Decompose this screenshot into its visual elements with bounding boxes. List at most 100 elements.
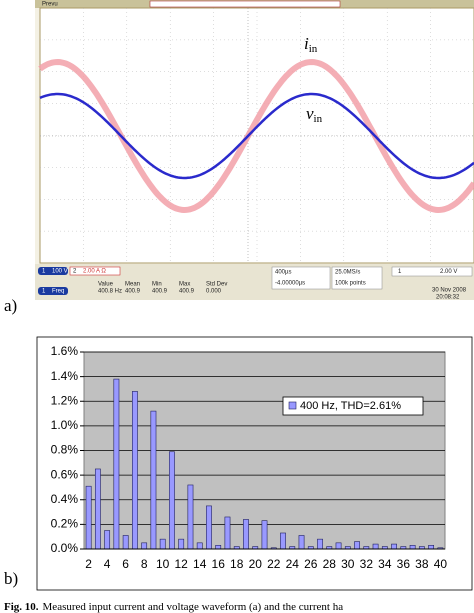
bar xyxy=(187,484,194,550)
legend-swatch xyxy=(288,401,297,410)
bar xyxy=(409,545,416,550)
x-tick-label: 20 xyxy=(249,557,263,571)
delay: -4.00000µs xyxy=(275,281,305,287)
y-tick-label: 0.0% xyxy=(51,541,79,555)
ch2-box xyxy=(69,266,121,276)
x-tick-label: 40 xyxy=(434,557,448,571)
caption: Fig. 10. Measured input current and volta… xyxy=(4,601,343,613)
x-tick-label: 36 xyxy=(397,557,411,571)
stat-value: 400.9 xyxy=(125,289,141,295)
bar xyxy=(122,535,129,550)
bar xyxy=(159,538,166,550)
ch1: 1 xyxy=(42,269,46,275)
bar xyxy=(428,545,435,550)
x-tick-label: 16 xyxy=(212,557,226,571)
voltage-trace xyxy=(39,92,474,180)
bar xyxy=(113,378,120,550)
x-tick-label: 14 xyxy=(193,557,207,571)
x-tick-label: 32 xyxy=(360,557,374,571)
bar xyxy=(215,545,222,550)
bar xyxy=(206,505,212,550)
y-tick-label: 0.2% xyxy=(51,517,79,531)
bar xyxy=(94,468,101,550)
timebase: 400µs xyxy=(275,270,291,276)
legend-label: 400 Hz, THD=2.61% xyxy=(300,400,401,412)
trig-level: 2.00 V xyxy=(440,269,457,275)
ch2: 2 xyxy=(73,269,77,275)
y-tick-label: 1.0% xyxy=(51,418,79,432)
meas-ch: 1 xyxy=(42,289,46,295)
x-tick-label: 22 xyxy=(267,557,281,571)
panel-label: a) xyxy=(4,296,17,315)
stat-name: Min xyxy=(152,282,162,288)
trig-ch: 1 xyxy=(398,269,402,275)
current-label: iin xyxy=(304,34,318,55)
x-tick-label: 30 xyxy=(341,557,355,571)
stat-value: 0.000 xyxy=(206,289,222,295)
x-tick-label: 24 xyxy=(286,557,300,571)
bar xyxy=(298,535,305,550)
stat-name: Mean xyxy=(125,282,140,288)
bar xyxy=(243,519,249,550)
stat-value: 400.8 Hz xyxy=(98,289,122,295)
time: 20:08:32 xyxy=(436,295,460,301)
rate: 25.0MS/s xyxy=(335,270,360,276)
y-tick-label: 1.2% xyxy=(51,393,79,407)
meas-box xyxy=(38,287,68,295)
voltage-label: vin xyxy=(306,104,323,125)
x-tick-label: 10 xyxy=(156,557,170,571)
record-bar xyxy=(149,0,341,8)
panel-label: b) xyxy=(4,569,18,588)
y-tick-label: 1.6% xyxy=(51,344,79,358)
x-tick-label: 2 xyxy=(85,557,92,571)
stat-value: 400.9 xyxy=(152,289,168,295)
meas-name: Freq xyxy=(52,289,64,295)
scope-mode: Prevu xyxy=(42,2,58,8)
x-tick-label: 28 xyxy=(323,557,337,571)
bar xyxy=(317,538,323,550)
y-tick-label: 0.8% xyxy=(51,443,79,457)
bar xyxy=(169,451,175,550)
scope-grid xyxy=(40,8,474,263)
rate-box xyxy=(331,266,383,290)
ch1-box xyxy=(38,267,68,275)
y-tick-label: 1.4% xyxy=(51,369,79,383)
bar xyxy=(85,485,92,550)
bar xyxy=(280,532,286,550)
points: 100k points xyxy=(335,281,366,287)
time-box xyxy=(271,266,331,290)
bar xyxy=(104,530,111,550)
ch2-scale: 2.00 A Ω xyxy=(83,269,106,275)
date: 30 Nov 2008 xyxy=(432,288,467,294)
x-tick-label: 4 xyxy=(104,557,111,571)
x-tick-label: 26 xyxy=(304,557,318,571)
y-tick-label: 0.4% xyxy=(51,492,79,506)
ch1-scale: 100 V xyxy=(52,269,68,275)
stat-value: 400.9 xyxy=(179,289,195,295)
bar xyxy=(391,543,397,550)
bar xyxy=(178,538,185,550)
x-tick-label: 38 xyxy=(415,557,429,571)
trig-box xyxy=(391,266,473,277)
bar xyxy=(335,542,342,550)
x-tick-label: 34 xyxy=(378,557,392,571)
bar xyxy=(196,542,203,550)
current-trace xyxy=(38,58,474,214)
bar xyxy=(150,410,157,550)
stat-name: Max xyxy=(179,282,190,288)
legend-box xyxy=(282,396,424,416)
x-tick-label: 6 xyxy=(122,557,129,571)
stat-name: Std Dev xyxy=(206,282,227,288)
x-tick-label: 8 xyxy=(141,557,148,571)
bar xyxy=(132,391,138,550)
bar xyxy=(354,541,360,550)
y-tick-label: 0.6% xyxy=(51,467,79,481)
bar xyxy=(261,520,268,550)
chart: 0.0%0.2%0.4%0.6%0.8%1.0%1.2%1.4%1.6%2 4 6 8… xyxy=(51,344,448,571)
bar xyxy=(224,516,231,550)
x-tick-label: 18 xyxy=(230,557,244,571)
bar xyxy=(372,543,379,550)
stat-name: Value xyxy=(98,282,114,288)
